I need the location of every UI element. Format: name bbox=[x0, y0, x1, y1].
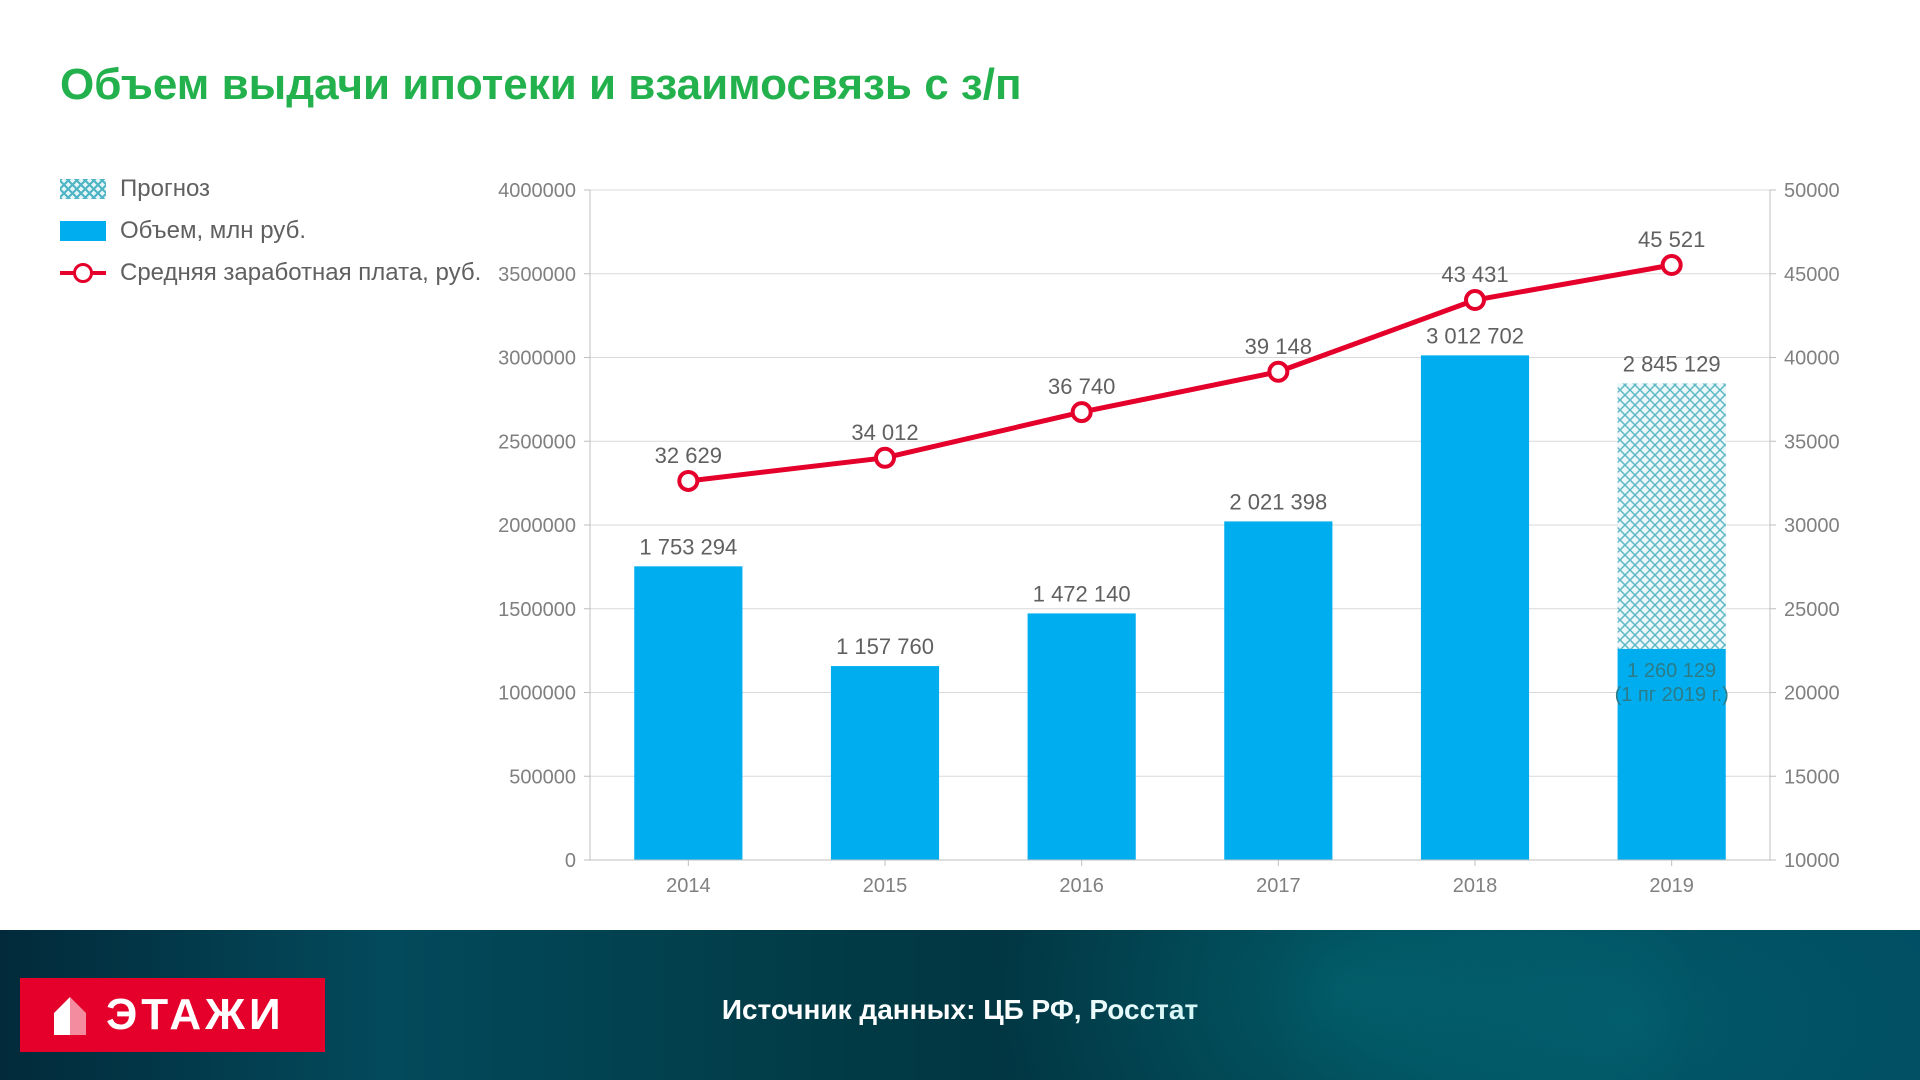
legend-item-salary: Средняя заработная плата, руб. bbox=[60, 259, 481, 287]
svg-text:1 472 140: 1 472 140 bbox=[1033, 581, 1131, 606]
svg-text:43 431: 43 431 bbox=[1441, 262, 1508, 287]
svg-text:34 012: 34 012 bbox=[851, 420, 918, 445]
svg-text:45000: 45000 bbox=[1784, 264, 1840, 286]
svg-text:2 845 129: 2 845 129 bbox=[1623, 351, 1721, 376]
legend-label-salary: Средняя заработная плата, руб. bbox=[120, 259, 481, 287]
chart-svg: 0 500000 1000000 1500000 2000000 2500000 30000… bbox=[480, 180, 1860, 920]
svg-text:1500000: 1500000 bbox=[498, 599, 576, 621]
svg-text:2000000: 2000000 bbox=[498, 515, 576, 537]
swatch-forecast-icon bbox=[60, 179, 106, 199]
svg-text:2018: 2018 bbox=[1453, 875, 1498, 897]
svg-text:2 021 398: 2 021 398 bbox=[1229, 489, 1327, 514]
legend-item-forecast: Прогноз bbox=[60, 175, 481, 203]
svg-text:20000: 20000 bbox=[1784, 683, 1840, 705]
svg-text:10000: 10000 bbox=[1784, 850, 1840, 872]
svg-text:39 148: 39 148 bbox=[1245, 334, 1312, 359]
svg-text:2015: 2015 bbox=[863, 875, 908, 897]
svg-text:3 012 702: 3 012 702 bbox=[1426, 323, 1524, 348]
legend: Прогноз Объем, млн руб. Средняя заработн… bbox=[60, 175, 481, 301]
svg-text:1 260 129: 1 260 129 bbox=[1627, 660, 1716, 682]
svg-text:0: 0 bbox=[565, 850, 576, 872]
brand-logo: ЭТАЖИ bbox=[20, 978, 325, 1052]
slide: Объем выдачи ипотеки и взаимосвязь с з/п… bbox=[0, 0, 1920, 1080]
svg-text:3500000: 3500000 bbox=[498, 264, 576, 286]
svg-text:2019: 2019 bbox=[1649, 875, 1694, 897]
svg-text:2017: 2017 bbox=[1256, 875, 1301, 897]
svg-text:500000: 500000 bbox=[509, 766, 576, 788]
source-caption: Источник данных: ЦБ РФ, Росстат bbox=[0, 994, 1920, 1026]
svg-text:50000: 50000 bbox=[1784, 180, 1840, 202]
svg-text:32 629: 32 629 bbox=[655, 443, 722, 468]
svg-text:3000000: 3000000 bbox=[498, 348, 576, 370]
svg-text:40000: 40000 bbox=[1784, 348, 1840, 370]
svg-text:36 740: 36 740 bbox=[1048, 374, 1115, 399]
footer-band: ЭТАЖИ Источник данных: ЦБ РФ, Росстат bbox=[0, 930, 1920, 1080]
svg-text:25000: 25000 bbox=[1784, 599, 1840, 621]
logo-text: ЭТАЖИ bbox=[106, 990, 285, 1040]
page-title: Объем выдачи ипотеки и взаимосвязь с з/п bbox=[60, 60, 1022, 110]
legend-label-volume: Объем, млн руб. bbox=[120, 217, 306, 245]
legend-label-forecast: Прогноз bbox=[120, 175, 210, 203]
chart: 0 500000 1000000 1500000 2000000 2500000 30000… bbox=[480, 180, 1860, 920]
legend-item-volume: Объем, млн руб. bbox=[60, 217, 481, 245]
svg-text:1 157 760: 1 157 760 bbox=[836, 634, 934, 659]
svg-text:1 753 294: 1 753 294 bbox=[639, 534, 737, 559]
svg-text:2500000: 2500000 bbox=[498, 431, 576, 453]
swatch-line-icon bbox=[60, 263, 106, 283]
svg-text:4000000: 4000000 bbox=[498, 180, 576, 202]
svg-text:30000: 30000 bbox=[1784, 515, 1840, 537]
swatch-bar-icon bbox=[60, 221, 106, 241]
svg-text:2016: 2016 bbox=[1059, 875, 1104, 897]
svg-text:(1 пг 2019 г.): (1 пг 2019 г.) bbox=[1615, 684, 1729, 706]
svg-text:45 521: 45 521 bbox=[1638, 227, 1705, 252]
svg-text:35000: 35000 bbox=[1784, 431, 1840, 453]
svg-text:1000000: 1000000 bbox=[498, 683, 576, 705]
svg-text:2014: 2014 bbox=[666, 875, 711, 897]
svg-text:15000: 15000 bbox=[1784, 766, 1840, 788]
building-icon bbox=[52, 993, 88, 1037]
